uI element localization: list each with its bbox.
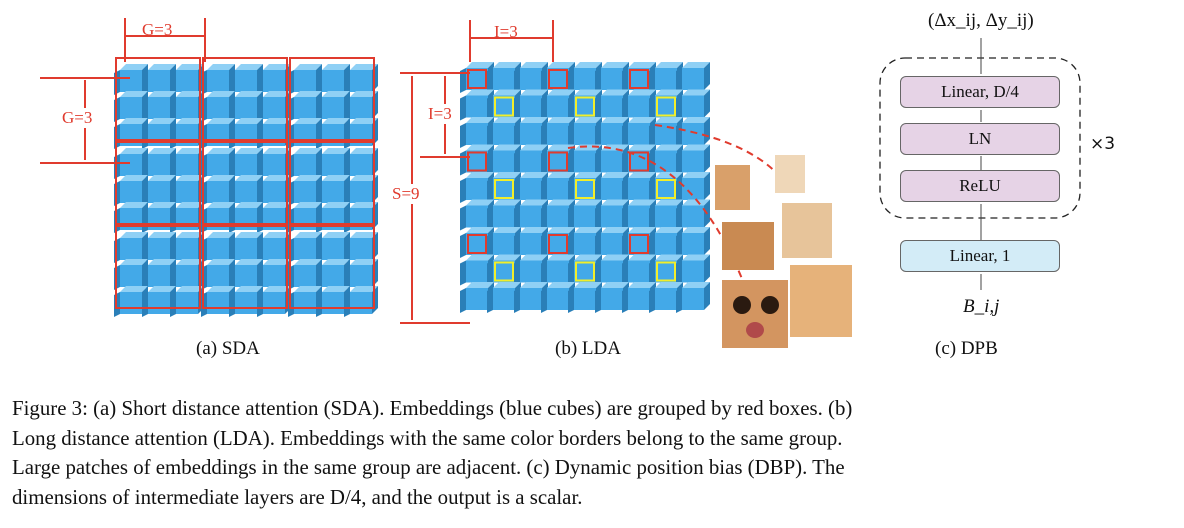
sda-panel — [114, 57, 378, 317]
figure-graphics — [40, 18, 1081, 348]
embedding-cube — [595, 199, 629, 231]
embedding-cube — [676, 172, 710, 203]
group-border — [656, 179, 676, 199]
layer-relu: ReLU — [900, 170, 1060, 202]
group-border — [494, 179, 514, 199]
layer-linear-1: Linear, 1 — [900, 240, 1060, 272]
embedding-cube — [142, 91, 176, 122]
dpb-input: (Δx_ij, Δy_ij) — [928, 10, 1034, 31]
sda-group-height-label: G=3 — [62, 108, 93, 128]
embedding-cube — [676, 254, 710, 286]
embedding-cube — [170, 91, 204, 122]
sda-group-box — [289, 57, 375, 141]
caption-line: Figure 3: (a) Short distance attention (… — [12, 396, 853, 420]
caption-line: Large patches of embeddings in the same … — [12, 455, 845, 479]
zoom-dashed-line — [654, 124, 791, 191]
group-border — [548, 69, 568, 89]
embedding-cube — [568, 254, 602, 286]
embedding-cube — [622, 227, 656, 258]
group-border — [494, 261, 514, 282]
lda-interval-width-label: I=3 — [494, 22, 518, 41]
embedding-cube — [676, 227, 710, 258]
sda-subcaption: (a) SDA — [196, 338, 260, 359]
sda-group-box — [115, 225, 201, 309]
embedding-cube — [344, 232, 378, 263]
layer-linear-d4: Linear, D/4 — [900, 76, 1060, 108]
group-border — [656, 261, 676, 282]
repeat-block-border — [879, 57, 1081, 219]
group-border — [629, 234, 649, 254]
image-patch — [782, 203, 832, 258]
repeat-label: ×3 — [1090, 134, 1116, 154]
group-border — [575, 261, 595, 282]
cat-eye — [761, 296, 779, 314]
image-patch — [715, 165, 750, 210]
embedding-cube — [676, 117, 710, 148]
sda-group-box — [115, 141, 201, 225]
image-patch — [775, 155, 805, 193]
layer-ln: LN — [900, 123, 1060, 155]
cat-eye — [733, 296, 751, 314]
image-patch — [790, 265, 852, 337]
sda-group-box — [202, 57, 288, 141]
embedding-cube — [344, 259, 378, 290]
embedding-cube — [568, 89, 602, 121]
group-border — [575, 179, 595, 199]
sda-group-box — [115, 57, 201, 141]
cat-image-patches — [715, 155, 852, 348]
embedding-cube — [229, 259, 263, 290]
embedding-cube — [676, 62, 710, 93]
embedding-cube — [595, 62, 629, 93]
embedding-cube — [344, 148, 378, 179]
lda-interval-height-label: I=3 — [428, 104, 452, 124]
caption-line: Long distance attention (LDA). Embedding… — [12, 425, 843, 450]
lda-subcaption: (b) LDA — [555, 338, 621, 359]
sda-group-box — [202, 225, 288, 309]
cat-mouth — [746, 322, 764, 338]
lda-panel — [460, 62, 710, 313]
dpb-output: B_i,j — [963, 296, 1000, 317]
sda-group-width-label: G=3 — [142, 20, 173, 39]
embedding-cube — [487, 254, 521, 286]
caption-line: dimensions of intermediate layers are D/… — [12, 484, 583, 509]
dpb-subcaption: (c) DPB — [935, 338, 998, 359]
image-patch — [722, 222, 774, 270]
embedding-cube — [676, 89, 710, 121]
group-border — [629, 69, 649, 89]
group-border — [494, 96, 514, 117]
embedding-cube — [460, 89, 494, 121]
embedding-cube — [676, 282, 710, 313]
embedding-cube — [676, 144, 710, 176]
sda-group-box — [289, 225, 375, 309]
group-border — [629, 151, 649, 172]
group-border — [467, 234, 487, 254]
group-border — [548, 234, 568, 254]
group-border — [467, 151, 487, 172]
lda-size-label: S=9 — [392, 184, 420, 204]
sda-group-box — [202, 141, 288, 225]
group-border — [467, 69, 487, 89]
group-border — [656, 96, 676, 117]
figure-caption: Figure 3: (a) Short distance attention (… — [12, 394, 1174, 512]
embedding-cube — [676, 199, 710, 231]
group-border — [548, 151, 568, 172]
embedding-cube — [568, 144, 602, 176]
sda-group-box — [289, 141, 375, 225]
group-border — [575, 96, 595, 117]
